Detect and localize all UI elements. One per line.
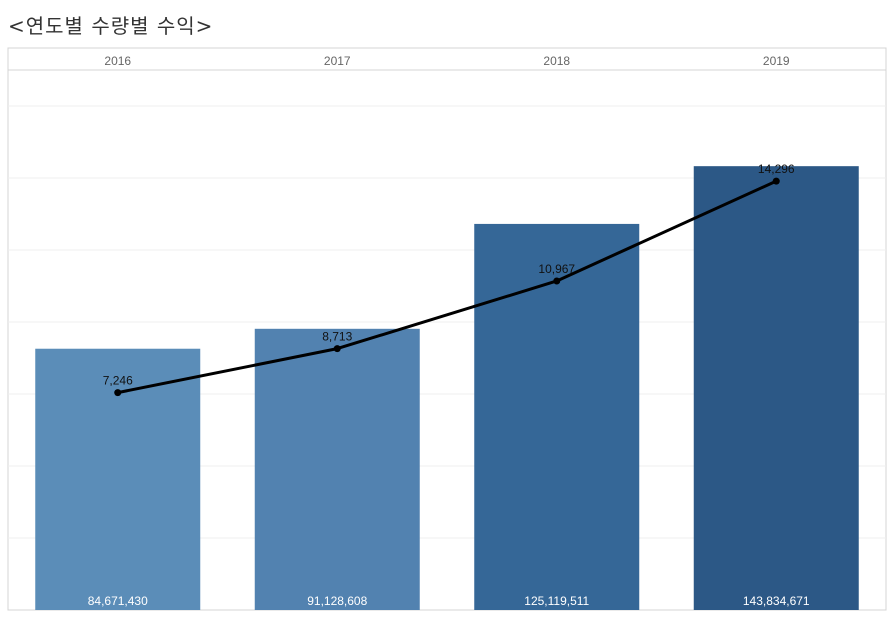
bar-value-label: 91,128,608 — [307, 594, 367, 608]
line-point-2018 — [553, 277, 561, 285]
revenue-line — [117, 179, 777, 395]
line-value-label: 14,296 — [758, 162, 795, 176]
line-value-label: 7,246 — [103, 374, 133, 388]
bar-value-label: 125,119,511 — [524, 594, 589, 608]
line-value-label: 8,713 — [322, 330, 352, 344]
chart-frame — [7, 47, 887, 611]
bar-2018 — [474, 223, 640, 610]
line-value-label: 10,967 — [538, 262, 575, 276]
bar-value-label: 143,834,671 — [743, 594, 810, 608]
bar-value-label: 84,671,430 — [88, 594, 148, 608]
year-label-2017: 2017 — [324, 54, 351, 68]
year-label-2018: 2018 — [543, 54, 570, 68]
line-point-2016 — [114, 389, 122, 397]
bar-2017 — [254, 328, 420, 610]
year-label-2019: 2019 — [763, 54, 790, 68]
chart-title: <연도별 수량별 수익> — [8, 14, 214, 38]
line-point-2019 — [772, 177, 780, 185]
bar-2016 — [35, 348, 201, 610]
line-point-2017 — [333, 345, 341, 353]
year-label-2016: 2016 — [104, 54, 131, 68]
bar-2019 — [693, 166, 859, 610]
